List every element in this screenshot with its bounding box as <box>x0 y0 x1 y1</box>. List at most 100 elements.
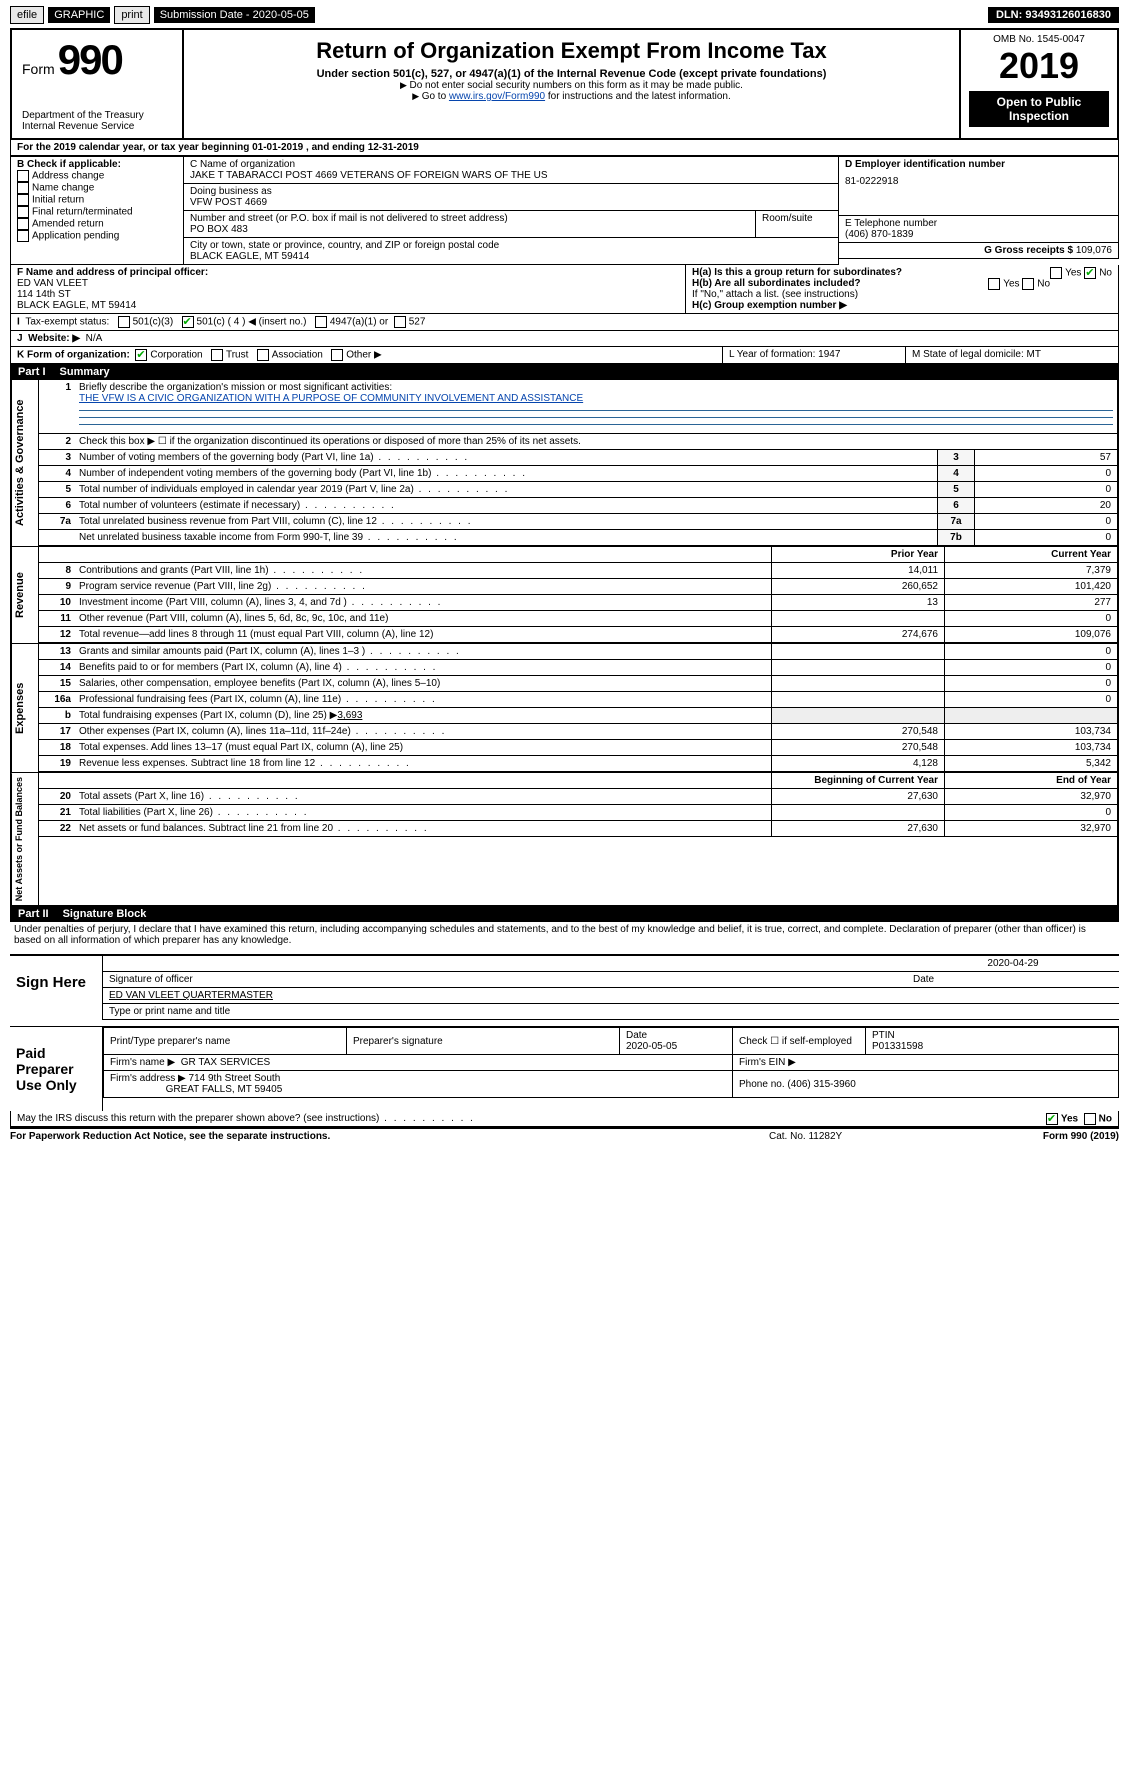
foot-right: Form 990 (2019) <box>969 1131 1119 1142</box>
v4: 0 <box>974 466 1117 481</box>
side-exp: Expenses <box>11 644 38 772</box>
j-val: N/A <box>86 333 103 344</box>
dept: Department of the Treasury <box>22 110 172 121</box>
name-label: Type or print name and title <box>103 1004 1119 1020</box>
r8t: Contributions and grants (Part VIII, lin… <box>75 563 771 578</box>
ck-assoc[interactable] <box>257 349 269 361</box>
part2-bar: Part II Signature Block <box>10 906 1119 922</box>
ck-amended[interactable] <box>17 218 29 230</box>
side-rev: Revenue <box>11 547 38 643</box>
ck-501c3[interactable] <box>118 316 130 328</box>
print-button[interactable]: print <box>114 6 149 24</box>
discuss-yes-lbl: Yes <box>1061 1114 1078 1125</box>
ph5: PTIN <box>872 1030 895 1041</box>
foot-990: 990 <box>1071 1131 1088 1142</box>
r16bv: 3,693 <box>337 710 362 721</box>
l-year: L Year of formation: 1947 <box>723 347 906 364</box>
ck-501c[interactable] <box>182 316 194 328</box>
hb-yes[interactable] <box>988 278 1000 290</box>
discuss-yes[interactable] <box>1046 1113 1058 1125</box>
r10p: 13 <box>771 595 944 610</box>
r19p: 4,128 <box>771 756 944 771</box>
i-label: Tax-exempt status: <box>25 317 109 328</box>
r9t: Program service revenue (Part VIII, line… <box>75 579 771 594</box>
part2-title: Signature Block <box>63 908 147 920</box>
graphic-button[interactable]: GRAPHIC <box>48 7 110 23</box>
form-header: Form 990 Department of the Treasury Inte… <box>10 28 1119 140</box>
lbl-amended: Amended return <box>32 219 104 230</box>
form-title: Return of Organization Exempt From Incom… <box>194 38 949 64</box>
r22t: Net assets or fund balances. Subtract li… <box>75 821 771 836</box>
ck-final[interactable] <box>17 206 29 218</box>
submission-date: Submission Date - 2020-05-05 <box>154 7 315 23</box>
ck-527[interactable] <box>394 316 406 328</box>
r17p: 270,548 <box>771 724 944 739</box>
part2-label: Part II <box>18 908 49 920</box>
v5: 0 <box>974 482 1117 497</box>
v7a: 0 <box>974 514 1117 529</box>
r22p: 27,630 <box>771 821 944 836</box>
part1-title: Summary <box>60 366 110 378</box>
form-subtitle: Under section 501(c), 527, or 4947(a)(1)… <box>194 68 949 80</box>
header-note-1: Do not enter social security numbers on … <box>194 80 949 91</box>
r9c: 101,420 <box>944 579 1117 594</box>
fa1: 714 9th Street South <box>189 1073 281 1084</box>
f-name: ED VAN VLEET <box>17 278 679 289</box>
discuss-no-lbl: No <box>1099 1114 1112 1125</box>
lbl-pending: Application pending <box>32 231 119 242</box>
addr-label: Number and street (or P.O. box if mail i… <box>190 213 749 224</box>
goto-prefix: Go to <box>422 91 449 102</box>
part1-label: Part I <box>18 366 46 378</box>
q3: Number of voting members of the governin… <box>75 450 937 465</box>
dba-label: Doing business as <box>190 186 832 197</box>
r13c: 0 <box>944 644 1117 659</box>
ck-pending[interactable] <box>17 230 29 242</box>
officer-name: ED VAN VLEET QUARTERMASTER <box>103 988 1119 1004</box>
ha-no[interactable] <box>1084 267 1096 279</box>
preparer-table: Print/Type preparer's name Preparer's si… <box>103 1027 1119 1098</box>
ck-initial[interactable] <box>17 194 29 206</box>
ha-yes[interactable] <box>1050 267 1062 279</box>
v3: 57 <box>974 450 1117 465</box>
addr: PO BOX 483 <box>190 224 749 235</box>
efile-button[interactable]: efile <box>10 6 44 24</box>
top-toolbar: efile GRAPHIC print Submission Date - 20… <box>10 6 1119 24</box>
dba: VFW POST 4669 <box>190 197 832 208</box>
r15p <box>771 676 944 691</box>
lbl-trust: Trust <box>226 350 248 361</box>
g-val: 109,076 <box>1076 245 1112 256</box>
f-label: F Name and address of principal officer: <box>17 267 679 278</box>
ha-yes-lbl: Yes <box>1065 268 1081 279</box>
form-number: 990 <box>58 36 122 83</box>
sign-here: Sign Here <box>10 956 102 1020</box>
ck-4947[interactable] <box>315 316 327 328</box>
r18c: 103,734 <box>944 740 1117 755</box>
q7a: Total unrelated business revenue from Pa… <box>75 514 937 529</box>
discuss-q: May the IRS discuss this return with the… <box>17 1113 475 1124</box>
line-a: For the 2019 calendar year, or tax year … <box>10 140 1119 156</box>
city: BLACK EAGLE, MT 59414 <box>190 251 832 262</box>
declaration: Under penalties of perjury, I declare th… <box>10 922 1119 948</box>
goto-suffix: for instructions and the latest informat… <box>548 91 731 102</box>
discuss-no[interactable] <box>1084 1113 1096 1125</box>
pdate: 2020-05-05 <box>626 1041 677 1052</box>
ck-name[interactable] <box>17 182 29 194</box>
hb-no[interactable] <box>1022 278 1034 290</box>
ck-corp[interactable] <box>135 349 147 361</box>
open-public: Open to Public Inspection <box>969 91 1109 127</box>
irs-link[interactable]: www.irs.gov/Form990 <box>449 91 545 102</box>
q4: Number of independent voting members of … <box>75 466 937 481</box>
hb-no-lbl: No <box>1037 279 1050 290</box>
r14p <box>771 660 944 675</box>
ck-other[interactable] <box>331 349 343 361</box>
h-curr: Current Year <box>944 547 1117 562</box>
irs: Internal Revenue Service <box>22 121 172 132</box>
ha-no-lbl: No <box>1099 268 1112 279</box>
r12p: 274,676 <box>771 627 944 642</box>
ck-address[interactable] <box>17 170 29 182</box>
c-name-label: C Name of organization <box>190 159 832 170</box>
r13p <box>771 644 944 659</box>
ck-trust[interactable] <box>211 349 223 361</box>
lbl-initial: Initial return <box>32 195 84 206</box>
r20t: Total assets (Part X, line 16) <box>75 789 771 804</box>
